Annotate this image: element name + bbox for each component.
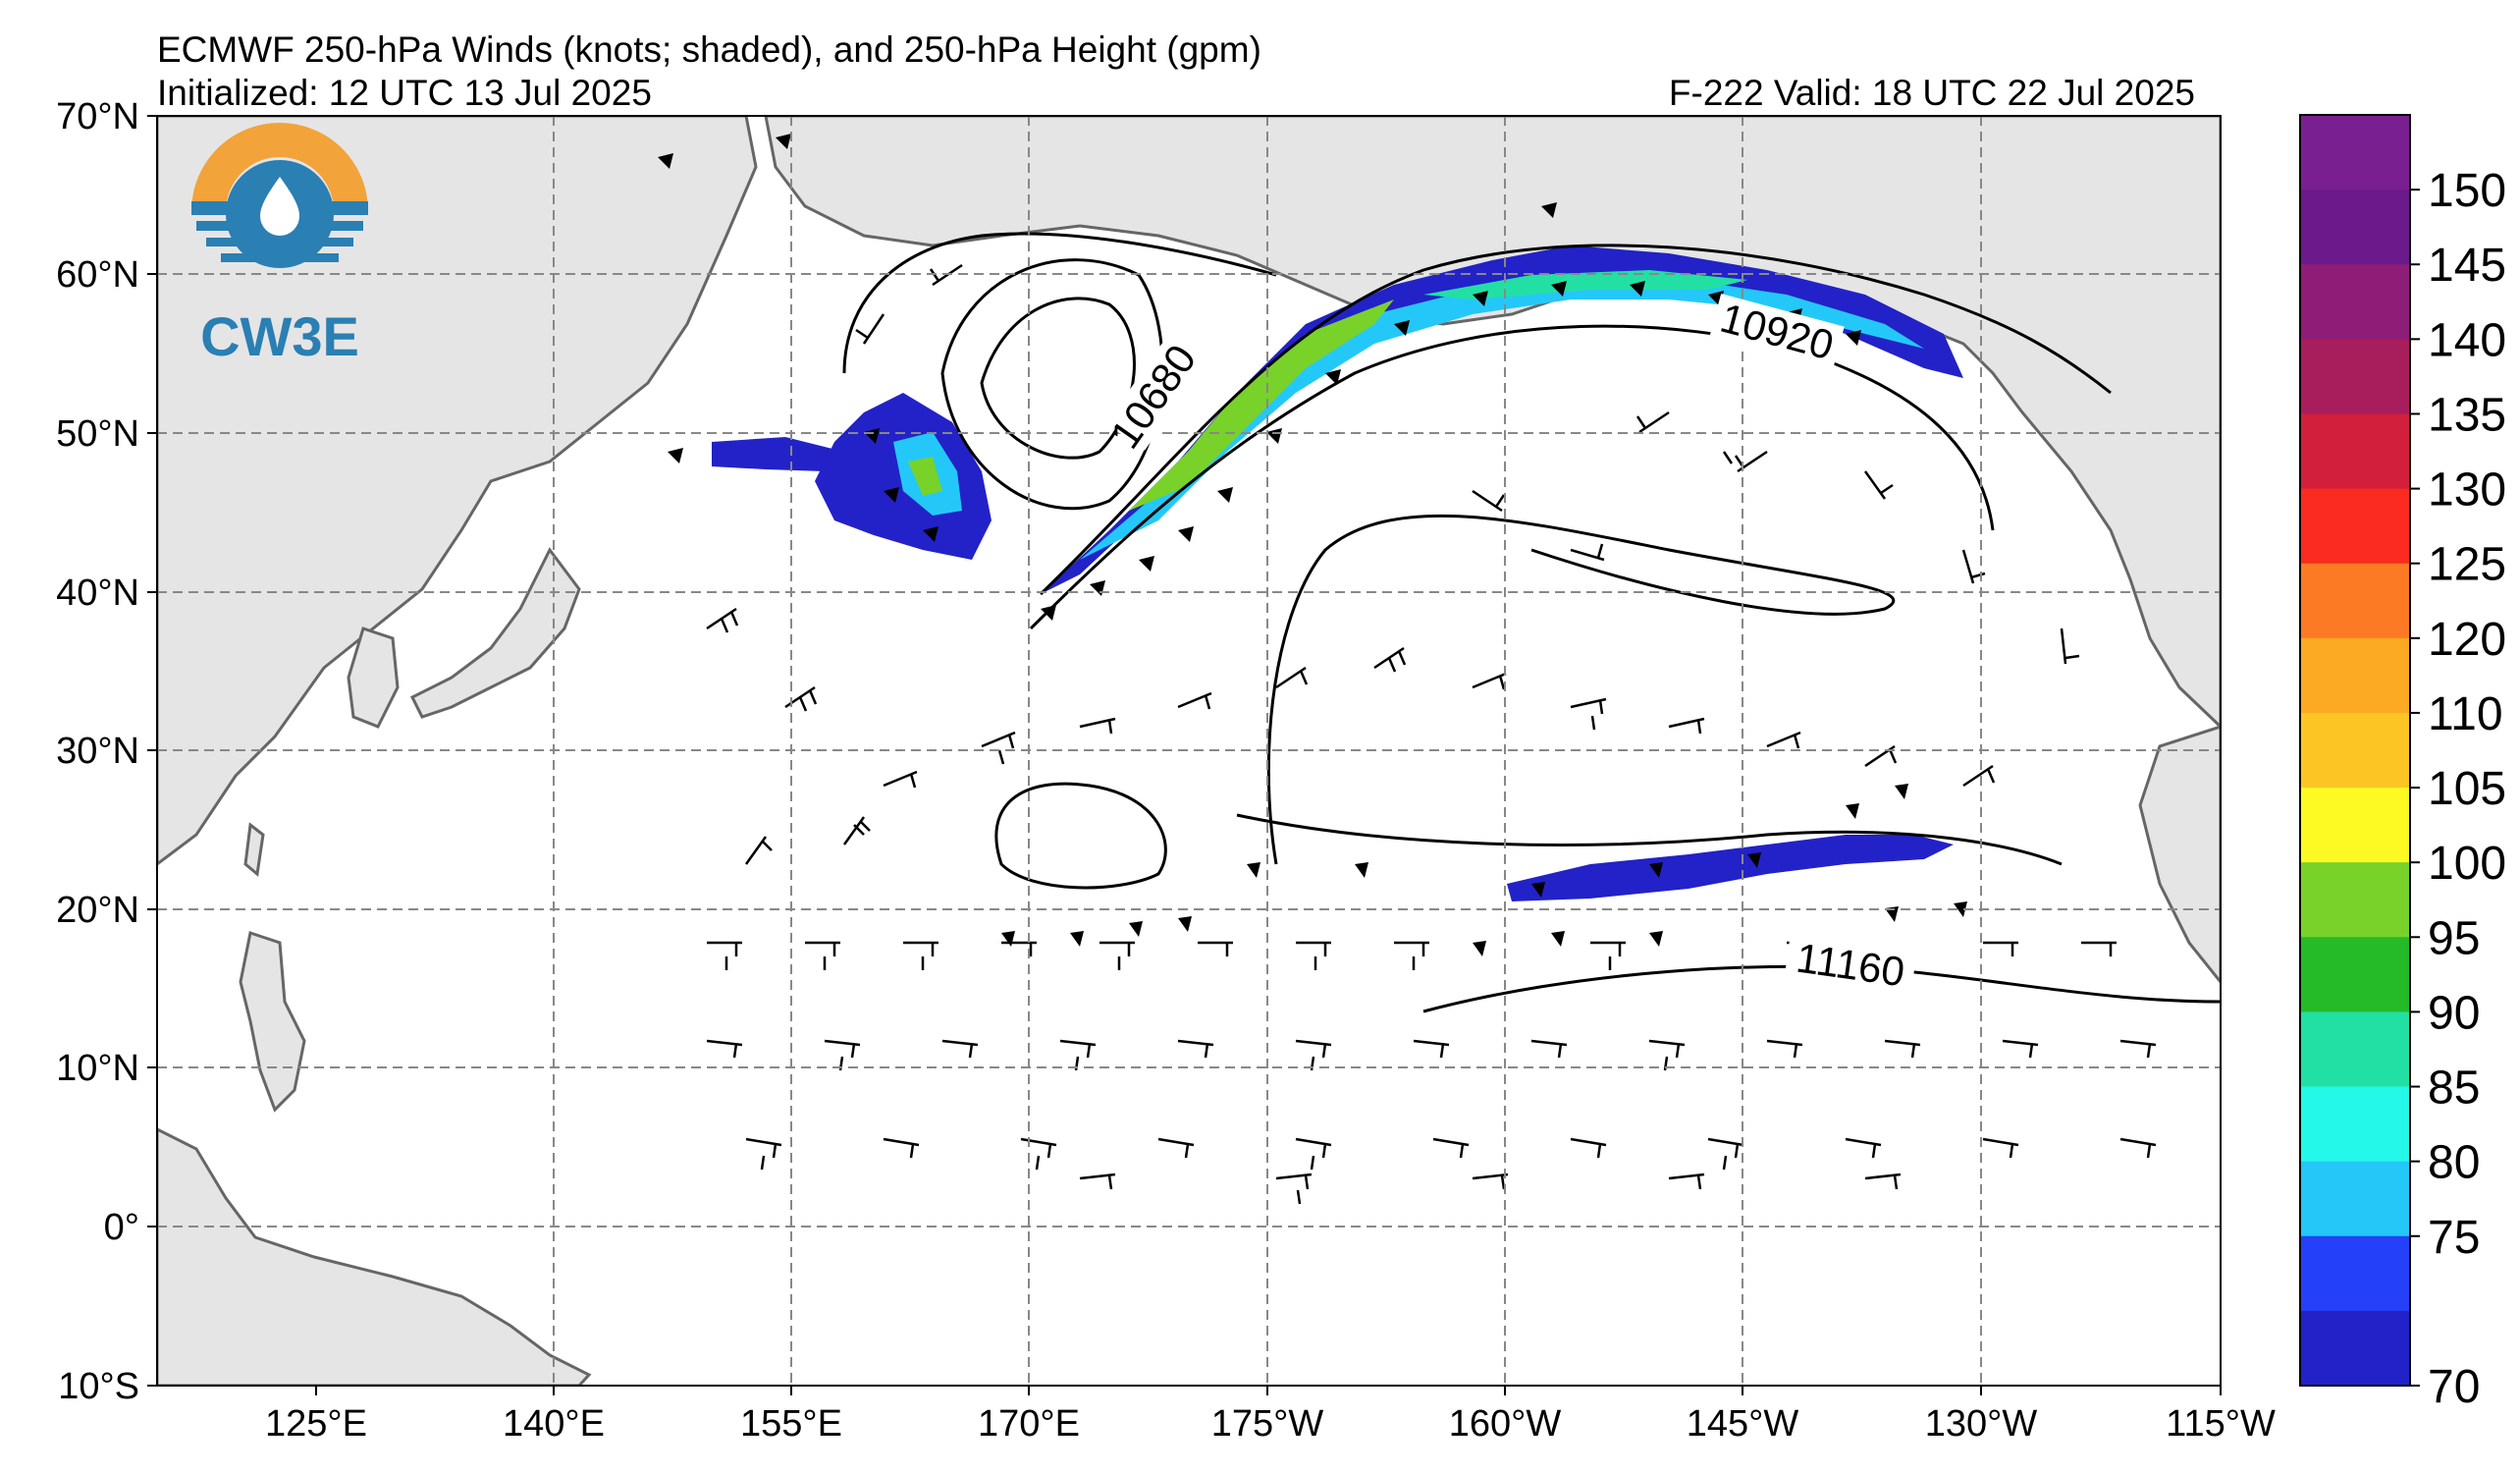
init-time: Initialized: 12 UTC 13 Jul 2025 <box>157 73 652 113</box>
colorbar-label: 95 <box>2428 912 2480 964</box>
colorbar-swatch <box>2300 788 2410 863</box>
wind-pennants <box>658 134 1967 956</box>
colorbar-label: 135 <box>2428 389 2506 441</box>
colorbar: 150 145 140 135 130 125 120 110 105 100 95 90 85 80 75… <box>2299 114 2506 1413</box>
lon-label-160w: 160°W <box>1449 1403 1562 1445</box>
lat-label-0: 0° <box>104 1207 139 1248</box>
colorbar-label: 130 <box>2428 464 2506 517</box>
colorbar-swatch <box>2300 1086 2410 1163</box>
colorbar-label: 105 <box>2428 763 2506 815</box>
colorbar-swatch <box>2300 862 2410 938</box>
colorbar-label: 75 <box>2428 1212 2480 1264</box>
cw3e-logo: CW3E <box>191 123 368 367</box>
lat-label-40n: 40°N <box>56 573 139 614</box>
colorbar-swatch <box>2300 937 2410 1012</box>
lat-labels: 70°N 60°N 50°N 40°N 30°N 20°N 10°N 0° 10… <box>56 96 139 1407</box>
colorbar-swatches <box>2300 115 2410 1387</box>
lat-label-10n: 10°N <box>56 1048 139 1089</box>
colorbar-label: 80 <box>2428 1137 2480 1189</box>
lat-label-70n: 70°N <box>56 96 139 137</box>
colorbar-label: 85 <box>2428 1063 2480 1115</box>
colorbar-frame <box>2299 114 2411 1387</box>
colorbar-label: 100 <box>2428 838 2506 890</box>
lon-label-155e: 155°E <box>740 1403 842 1445</box>
colorbar-swatch <box>2300 1161 2410 1237</box>
lat-label-50n: 50°N <box>56 413 139 455</box>
lon-label-145w: 145°W <box>1687 1403 1799 1445</box>
colorbar-swatch <box>2300 1011 2410 1088</box>
jet-tail-west <box>712 437 844 471</box>
colorbar-label: 70 <box>2428 1361 2480 1413</box>
colorbar-swatch <box>2300 563 2410 639</box>
logo-text: CW3E <box>200 305 359 367</box>
logo-sun-ring <box>191 123 368 211</box>
lon-label-140e: 140°E <box>503 1403 605 1445</box>
colorbar-swatch <box>2300 264 2410 340</box>
lon-labels: 125°E 140°E 155°E 170°E 175°W 160°W 145°… <box>265 1403 2276 1445</box>
colorbar-label: 150 <box>2428 165 2506 217</box>
map-title: ECMWF 250-hPa Winds (knots; shaded), and… <box>157 29 1261 70</box>
colorbar-swatch <box>2300 339 2410 414</box>
jet-band-green <box>1129 300 1394 511</box>
colorbar-swatch <box>2300 413 2410 490</box>
lat-label-60n: 60°N <box>56 254 139 296</box>
colorbar-label: 110 <box>2428 688 2503 740</box>
valid-time: F-222 Valid: 18 UTC 22 Jul 2025 <box>1668 73 2195 113</box>
lon-label-115w: 115°W <box>2166 1403 2276 1445</box>
land-mexico <box>2138 725 2221 985</box>
colorbar-label: 125 <box>2428 539 2506 591</box>
colorbar-label: 120 <box>2428 614 2506 666</box>
jet-blob-west-core <box>908 457 942 496</box>
colorbar-swatch <box>2300 1310 2410 1387</box>
colorbar-swatch <box>2300 115 2410 191</box>
colorbar-swatch <box>2300 190 2410 265</box>
land-indonesia <box>157 1127 592 1386</box>
lat-label-30n: 30°N <box>56 731 139 772</box>
colorbar-swatch <box>2300 1235 2410 1312</box>
colorbar-label: 90 <box>2428 987 2480 1039</box>
lon-label-175w: 175°W <box>1211 1403 1324 1445</box>
colorbar-swatch <box>2300 637 2410 714</box>
land-philippines <box>239 931 306 1113</box>
lat-label-20n: 20°N <box>56 890 139 931</box>
wind-barbs <box>706 263 2157 1205</box>
jet-subtropical <box>1507 835 1954 901</box>
land-korea <box>347 627 400 729</box>
colorbar-label: 140 <box>2428 314 2506 366</box>
lon-label-130w: 130°W <box>1925 1403 2038 1445</box>
colorbar-swatch <box>2300 712 2410 789</box>
lon-label-170e: 170°E <box>978 1403 1080 1445</box>
axis-ticks <box>147 115 2222 1395</box>
gridlines <box>157 116 2221 1386</box>
land-asia <box>157 116 758 866</box>
colorbar-label: 145 <box>2428 240 2506 292</box>
logo-drop-icon <box>260 177 299 236</box>
land-taiwan <box>243 822 265 877</box>
lat-label-10s: 10°S <box>58 1366 139 1407</box>
lon-label-125e: 125°E <box>265 1403 367 1445</box>
colorbar-swatch <box>2300 488 2410 565</box>
